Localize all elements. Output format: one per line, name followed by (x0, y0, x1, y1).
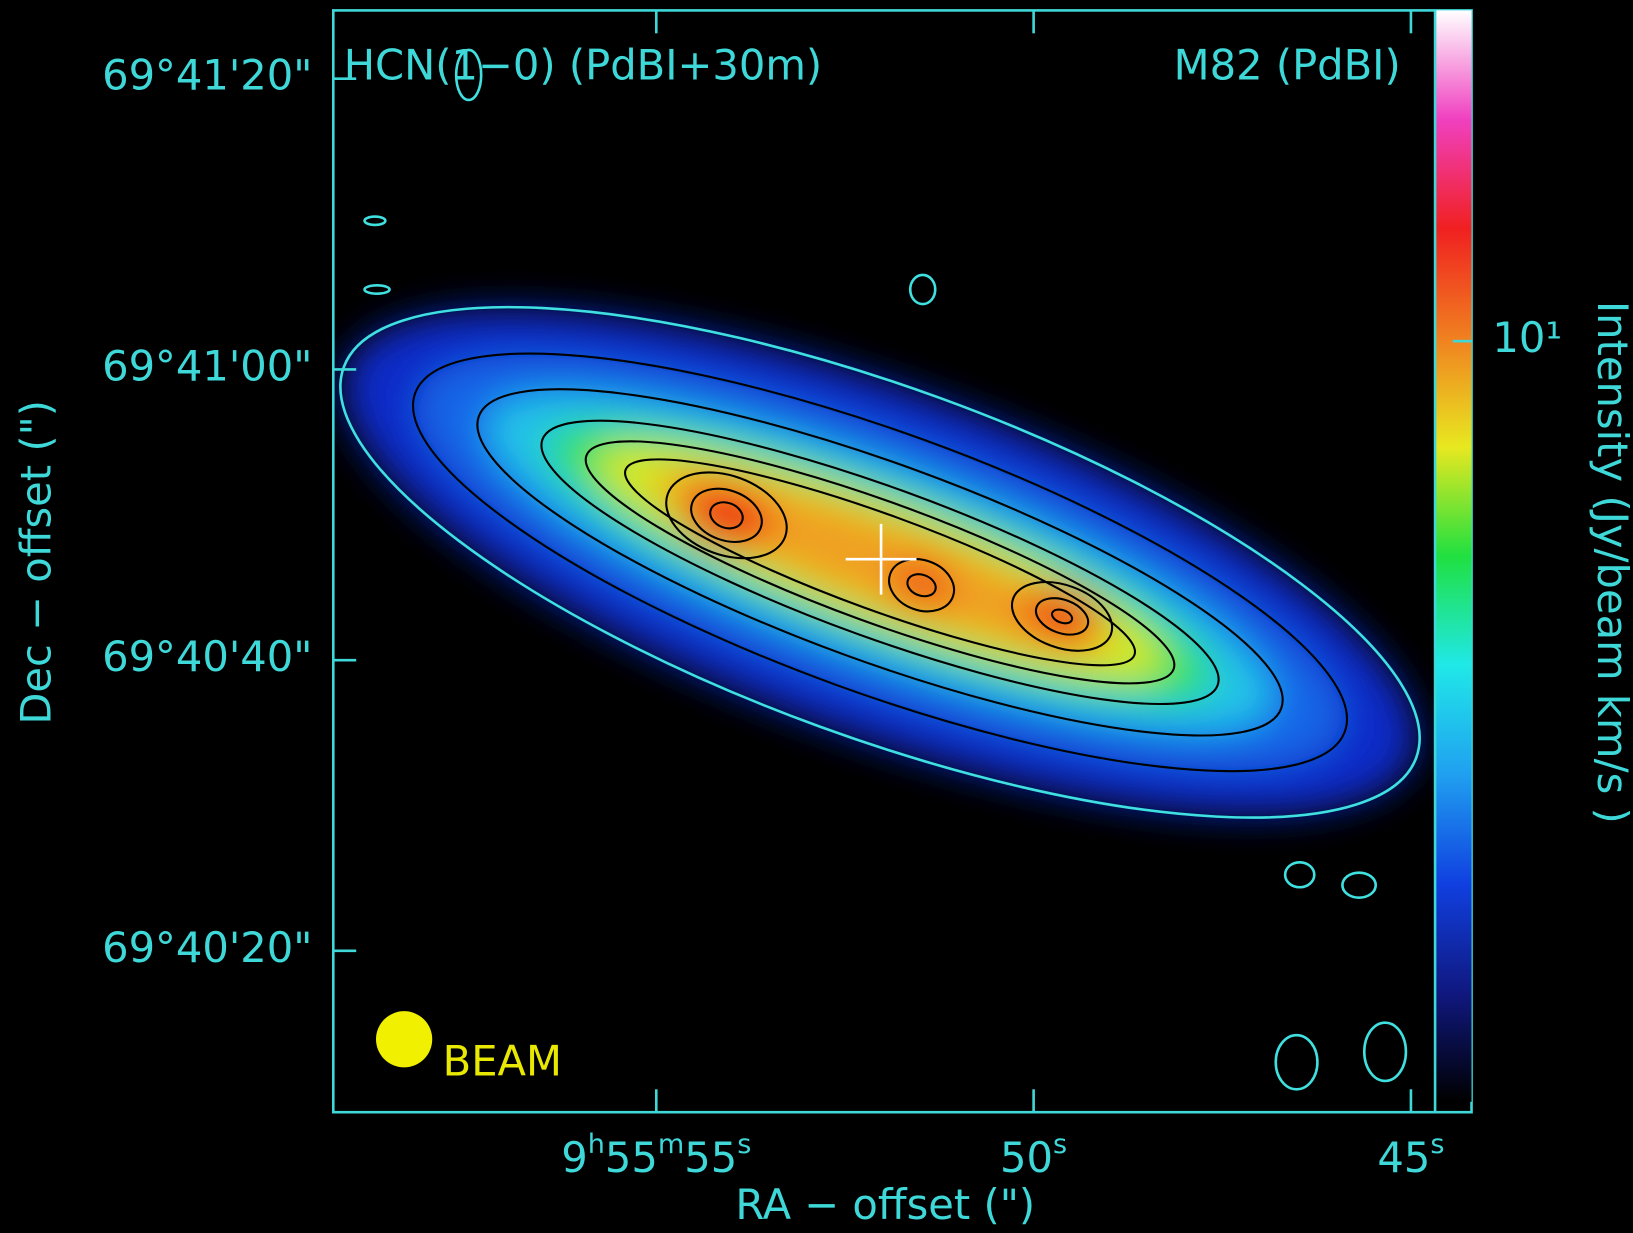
y-axis-label: Dec − offset (") (12, 400, 61, 725)
y-tick-label: 69°41'00" (102, 341, 312, 390)
colorbar-tick-label: 10¹ (1492, 313, 1562, 362)
x-tick-label: 50s (1000, 1129, 1067, 1182)
x-axis-label: RA − offset (") (735, 1180, 1035, 1229)
y-tick-label: 69°40'20" (102, 923, 312, 972)
beam-label: BEAM (443, 1036, 562, 1085)
colorbar (1435, 10, 1471, 1101)
colorbar-label: Intensity (Jy/beam km/s ) (1588, 301, 1633, 824)
y-tick-label: 69°40'40" (102, 632, 312, 681)
x-tick-label: 9h55m55s (561, 1129, 751, 1182)
title-right: M82 (PdBI) (1174, 41, 1401, 90)
page: {"chart_data": { "type": "image", "title… (0, 0, 1633, 1233)
y-tick-label: 69°41'20" (102, 51, 312, 100)
title-left: HCN(1−0) (PdBI+30m) (344, 41, 822, 90)
x-tick-label: 45s (1377, 1129, 1444, 1182)
chart: BEAM HCN(1−0) (PdBI+30m) M82 (PdBI) RA −… (0, 0, 1633, 1233)
beam (376, 1011, 432, 1067)
